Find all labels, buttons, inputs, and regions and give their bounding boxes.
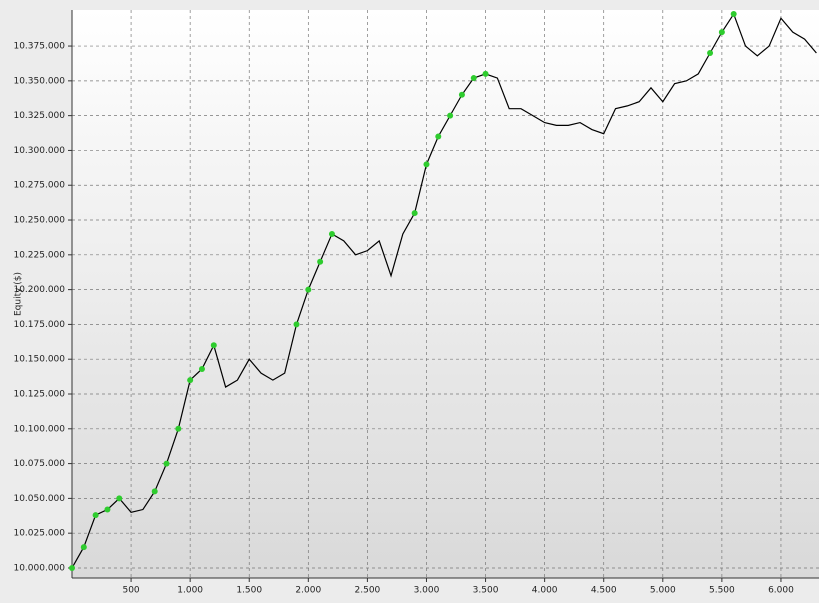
y-tick-label: 10.300.000 — [13, 146, 65, 156]
plot-area — [72, 10, 819, 578]
x-tick-label: 3.500 — [473, 586, 499, 596]
x-tick-label: 500 — [122, 586, 139, 596]
new-high-marker — [187, 377, 194, 384]
x-tick-label: 3.000 — [414, 586, 440, 596]
new-high-marker — [69, 564, 75, 571]
new-high-marker — [730, 11, 737, 18]
new-high-marker — [458, 91, 465, 98]
y-axis-title: Equity ($) — [14, 272, 24, 316]
new-high-marker — [707, 50, 714, 57]
x-tick-label: 4.000 — [532, 586, 558, 596]
new-high-marker — [328, 230, 335, 237]
x-tick-label: 1.000 — [177, 586, 203, 596]
y-tick-label: 10.225.000 — [13, 250, 65, 260]
y-tick-label: 10.100.000 — [13, 424, 65, 434]
new-high-marker — [210, 342, 217, 349]
y-tick-label: 10.275.000 — [13, 181, 65, 191]
new-high-marker — [305, 286, 312, 293]
y-tick-label: 10.125.000 — [13, 390, 65, 400]
new-high-marker — [718, 29, 725, 36]
y-tick-label: 10.175.000 — [13, 320, 65, 330]
new-high-marker — [447, 112, 454, 119]
y-tick-label: 10.000.000 — [13, 563, 65, 573]
new-high-marker — [116, 495, 123, 502]
x-tick-label: 4.500 — [591, 586, 617, 596]
x-tick-label: 1.500 — [236, 586, 262, 596]
equity-line — [71, 12, 817, 569]
y-tick-label: 10.150.000 — [13, 355, 65, 365]
x-tick-label: 5.000 — [650, 586, 676, 596]
new-high-marker — [293, 321, 300, 328]
y-tick-label: 10.350.000 — [13, 76, 65, 86]
new-high-marker — [175, 425, 182, 432]
x-tick-label: 2.500 — [355, 586, 381, 596]
y-tick-label: 10.250.000 — [13, 216, 65, 226]
new-high-marker — [80, 544, 87, 551]
new-high-marker — [163, 460, 170, 467]
y-tick-label: 10.050.000 — [13, 494, 65, 504]
new-high-marker — [317, 258, 324, 265]
y-tick-label: 10.200.000 — [13, 285, 65, 295]
y-tick-label: 10.025.000 — [13, 529, 65, 539]
x-tick-label: 5.500 — [709, 586, 735, 596]
y-tick-label: 10.375.000 — [13, 42, 65, 52]
new-high-marker — [470, 75, 477, 82]
x-tick-label: 6.000 — [768, 586, 794, 596]
new-high-marker — [151, 488, 158, 495]
new-high-marker — [104, 506, 111, 513]
new-high-marker — [411, 210, 418, 217]
new-high-marker — [482, 70, 489, 77]
new-high-marker — [423, 161, 430, 168]
new-high-marker — [435, 133, 442, 140]
y-tick-label: 10.075.000 — [13, 459, 65, 469]
new-high-marker — [92, 512, 99, 519]
new-high-marker — [198, 365, 205, 372]
y-tick-label: 10.325.000 — [13, 111, 65, 121]
x-tick-label: 2.000 — [295, 586, 321, 596]
